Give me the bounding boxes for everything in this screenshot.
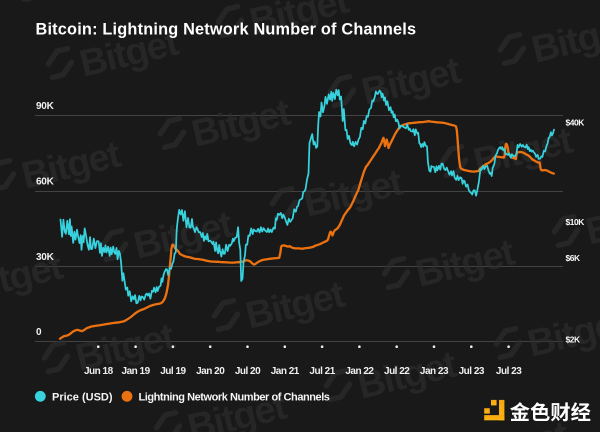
svg-text:90K: 90K [36, 101, 55, 112]
svg-text:Jul 22: Jul 22 [384, 366, 410, 377]
svg-text:$2K: $2K [566, 335, 581, 345]
svg-text:Jan 19: Jan 19 [122, 366, 151, 377]
svg-text:Jan 22: Jan 22 [345, 366, 374, 377]
svg-text:Price (USD): Price (USD) [52, 391, 113, 403]
svg-text:Bitcoin: Lightning Network Num: Bitcoin: Lightning Network Number of Cha… [36, 21, 417, 39]
svg-text:Jan 21: Jan 21 [271, 366, 300, 377]
svg-text:Jan 20: Jan 20 [196, 366, 225, 377]
svg-text:Jul 21: Jul 21 [309, 366, 335, 377]
svg-text:Lightning Network Number of Ch: Lightning Network Number of Channels [139, 391, 330, 403]
svg-text:Jan 23: Jan 23 [420, 366, 449, 377]
svg-text:$6K: $6K [566, 253, 581, 263]
svg-text:Jun 18: Jun 18 [84, 366, 114, 377]
svg-text:30K: 30K [36, 252, 55, 263]
svg-text:0: 0 [36, 327, 42, 338]
svg-text:Jul 20: Jul 20 [235, 366, 261, 377]
svg-text:$10K: $10K [566, 217, 585, 227]
svg-text:$40K: $40K [566, 118, 585, 128]
svg-text:Jul 19: Jul 19 [160, 366, 186, 377]
svg-text:Jul 23: Jul 23 [496, 366, 522, 377]
svg-text:Jul 23: Jul 23 [459, 366, 485, 377]
svg-text:60K: 60K [36, 177, 55, 188]
